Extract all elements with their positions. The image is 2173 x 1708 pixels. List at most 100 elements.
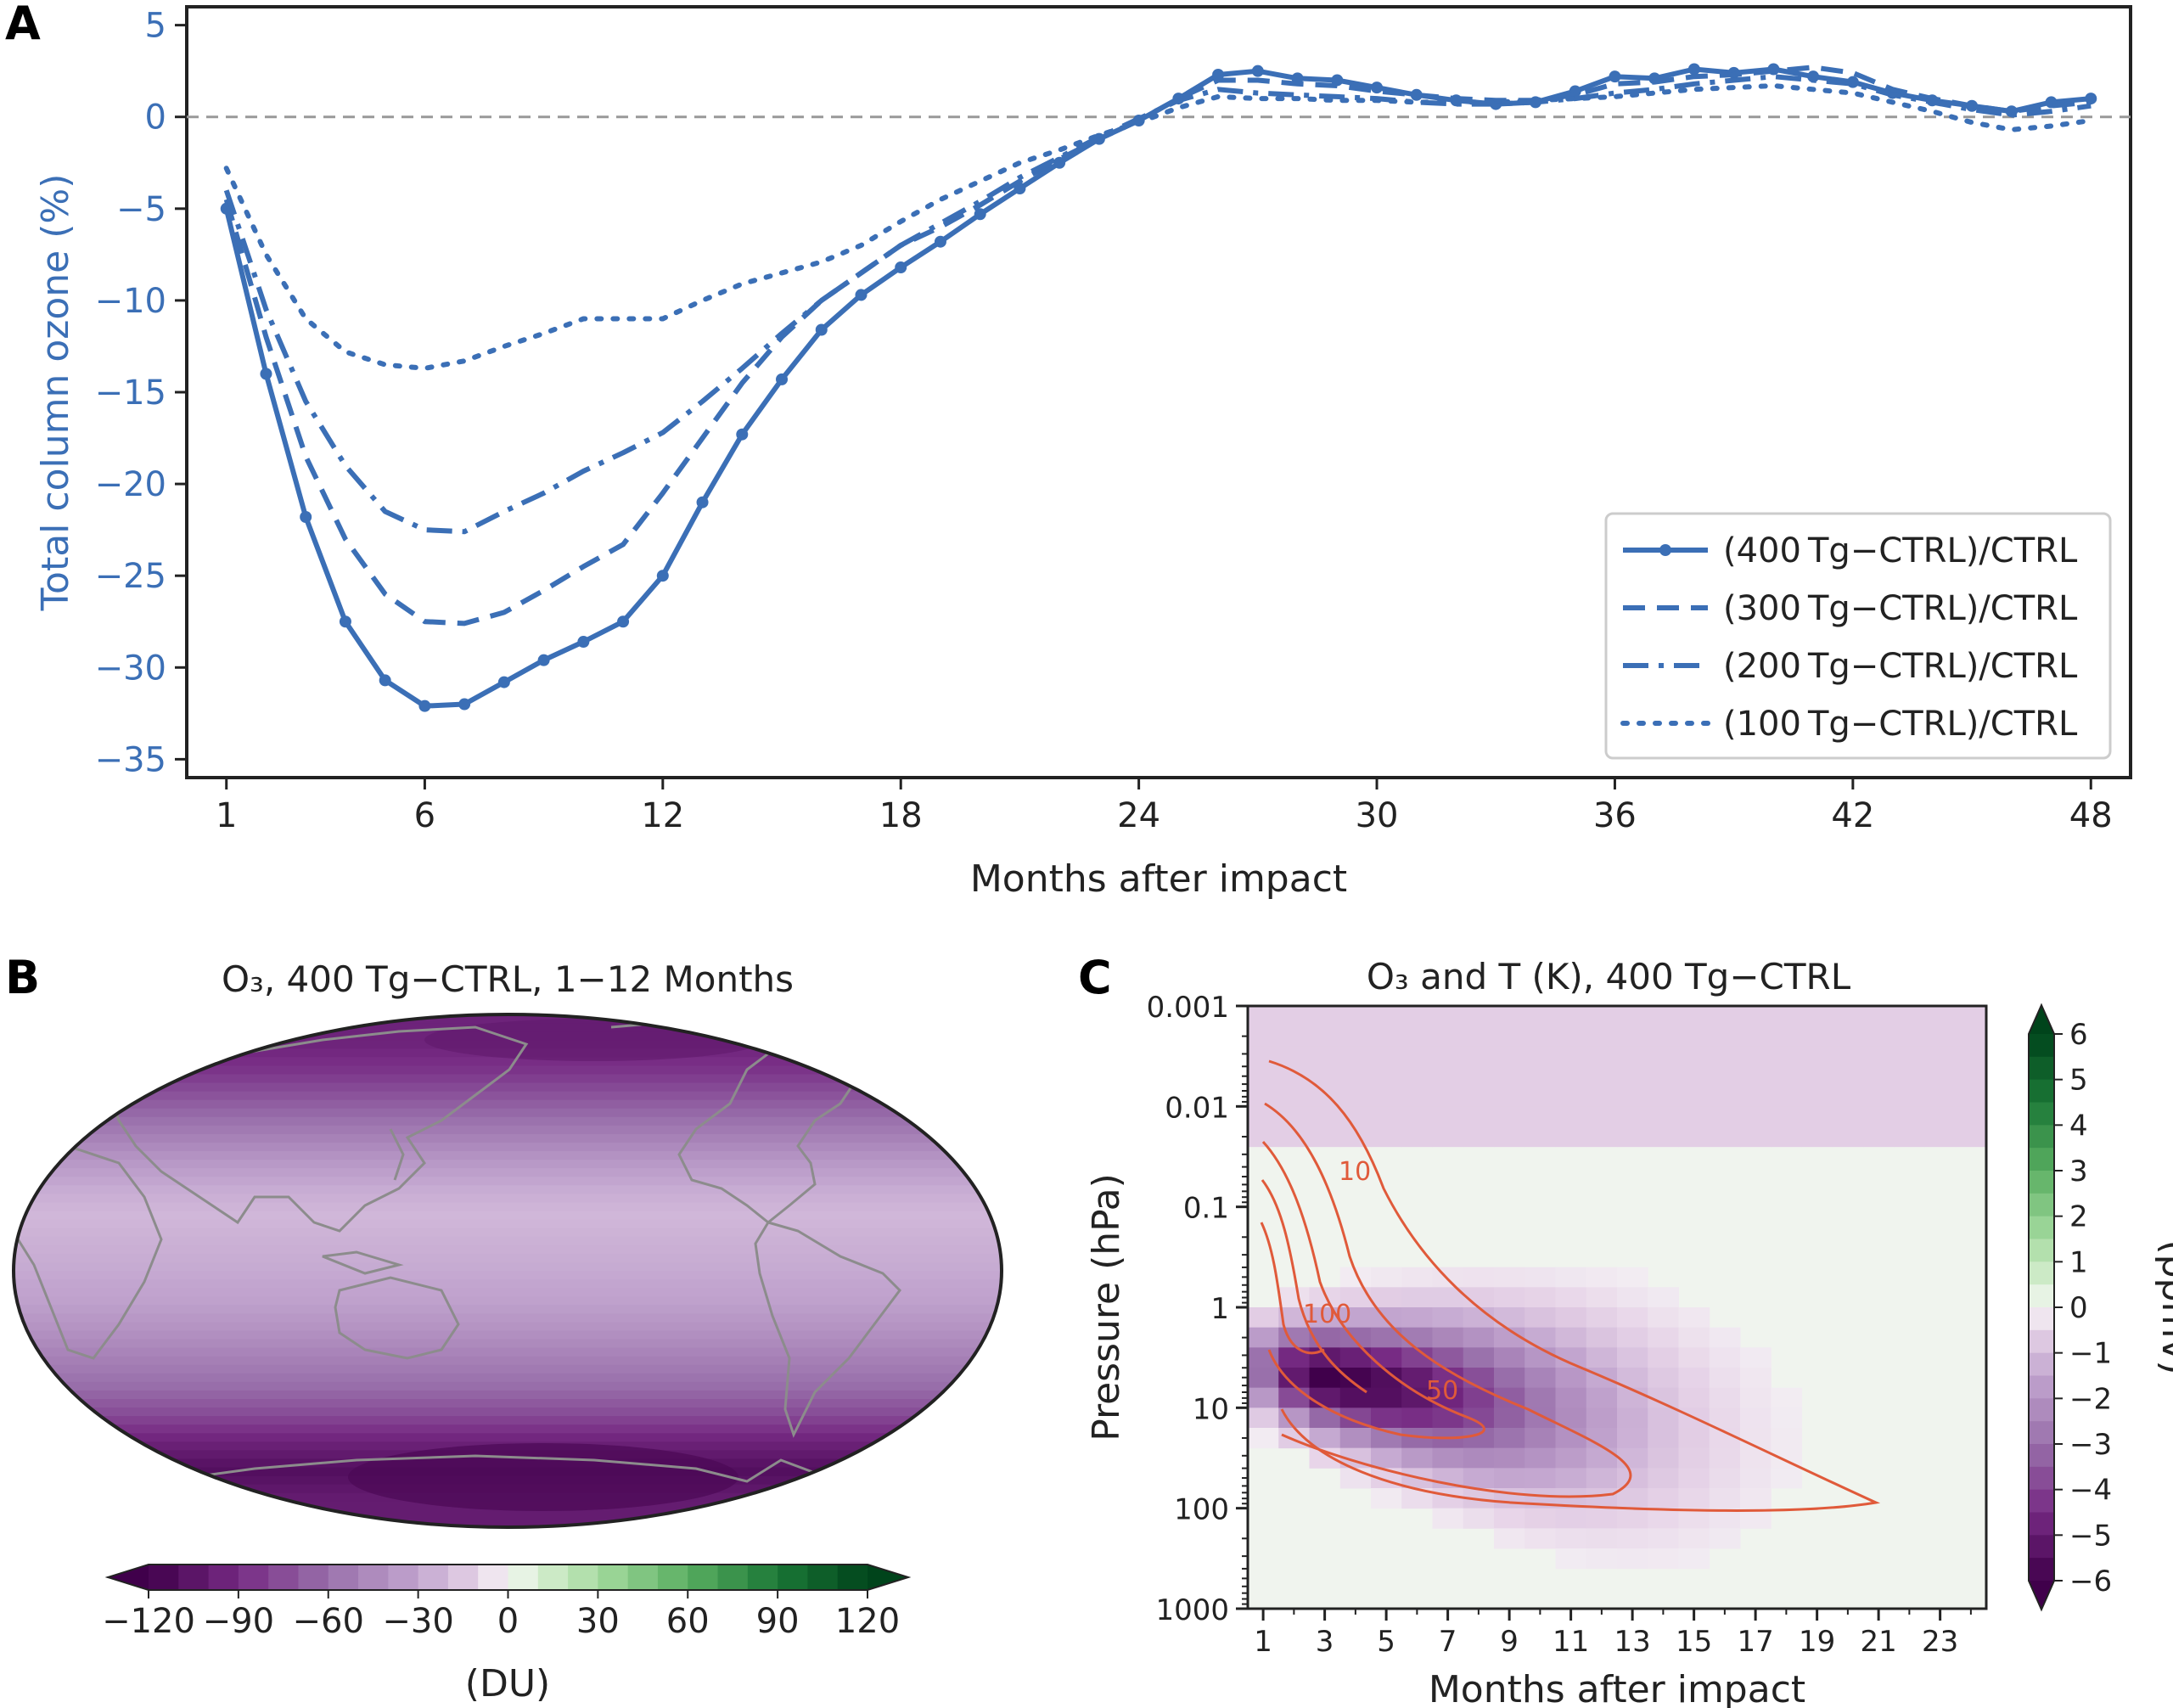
o3-cell [1586, 1267, 1618, 1288]
contour-10 [1268, 1059, 1881, 1512]
o3-cell [1401, 1006, 1433, 1027]
o3-cell [1586, 1387, 1618, 1408]
contour-label-10: 10 [1339, 1157, 1371, 1187]
map-band [14, 1236, 1002, 1246]
o3-cell [1709, 1528, 1741, 1549]
y-tick-label: −10 [95, 282, 166, 321]
panel-a-x-ticks: 1 6 12 18 24 30 36 42 48 [216, 778, 2113, 835]
o3-cell [1524, 1287, 1556, 1308]
o3-cell [1555, 1126, 1587, 1148]
o3-cell [1309, 1126, 1341, 1148]
o3-cell [1401, 1025, 1433, 1047]
map-band [14, 1108, 1002, 1118]
o3-cell [1524, 1066, 1556, 1087]
o3-cell [1432, 1046, 1464, 1067]
o3-cell [1771, 1066, 1802, 1087]
o3-cell [1371, 1387, 1402, 1408]
o3-cell [1678, 1468, 1710, 1489]
map-band [14, 1194, 1002, 1204]
o3-cell [1432, 1006, 1464, 1027]
o3-cell [1248, 1086, 1279, 1107]
o3-cell [1401, 1126, 1433, 1148]
o3-cell [1432, 1106, 1464, 1127]
o3-cell [1401, 1327, 1433, 1348]
coastline-indonesia [322, 1250, 404, 1275]
o3-cell [1555, 1287, 1587, 1308]
o3-cell [1463, 1387, 1495, 1408]
map-border [12, 1013, 1003, 1529]
o3-cell [1832, 1126, 1864, 1148]
o3-cell [1524, 1508, 1556, 1529]
series-point [656, 570, 669, 582]
o3-cell [1524, 1006, 1556, 1027]
o3-cell [1740, 1488, 1772, 1509]
panel-a-y-ticks: 5 0 −5 −10 −15 −20 −25 −30 −35 [95, 7, 187, 779]
panel-b-colorbar: −120 −90 −60 −30 0 30 60 90 120 [102, 1564, 912, 1641]
c-x-tick-label: 9 [1500, 1625, 1519, 1659]
panel-c-temperature-contours [1260, 1059, 1881, 1512]
map-band [14, 1082, 1002, 1093]
c-colorbar-bin [2029, 1102, 2054, 1126]
panel-c-colorbar: 6 5 4 3 2 1 0 −1 −2 −3 −4 −5 −6 [2028, 1003, 2112, 1612]
o3-cell [1709, 1046, 1741, 1067]
map-band [14, 1177, 1002, 1187]
colorbar-bin [807, 1565, 839, 1590]
map-band [14, 1279, 1002, 1289]
o3-cell [1678, 1508, 1710, 1529]
o3-cell [1678, 1548, 1710, 1570]
o3-cell [1309, 1025, 1341, 1047]
o3-cell [1709, 1086, 1741, 1107]
o3-cell [1309, 1368, 1341, 1389]
series-point [895, 261, 907, 273]
o3-cell [1617, 1407, 1648, 1429]
o3-cell [1432, 1025, 1464, 1047]
series-point [1410, 88, 1423, 101]
o3-cell [1371, 1106, 1402, 1127]
map-band [14, 1253, 1002, 1263]
c-colorbar-bin [2029, 1375, 2054, 1399]
contour-label-100: 100 [1303, 1300, 1351, 1329]
o3-cell [1832, 1025, 1864, 1047]
o3-cell [1771, 1025, 1802, 1047]
o3-cell [1463, 1327, 1495, 1348]
y-tick-label: −15 [95, 374, 166, 413]
series-point [736, 428, 749, 441]
o3-cell [1309, 1046, 1341, 1067]
o3-cell [1678, 1006, 1710, 1027]
panel-c-title: O₃ and T (K), 400 Tg−CTRL [1367, 956, 1851, 997]
colorbar-tick-label: −120 [102, 1602, 195, 1641]
o3-cell [1401, 1267, 1433, 1288]
o3-cell [1648, 1347, 1679, 1368]
o3-cell [1463, 1267, 1495, 1288]
o3-cell [1555, 1025, 1587, 1047]
c-colorbar-tick-label: 1 [2069, 1245, 2088, 1279]
o3-cell [1586, 1528, 1618, 1549]
o3-cell [1339, 1468, 1372, 1489]
o3-cell [1709, 1066, 1741, 1087]
o3-cell [1771, 1387, 1802, 1408]
c-colorbar-bin [2029, 1466, 2054, 1491]
c-colorbar-tick-label: −4 [2069, 1474, 2112, 1508]
y-tick-label: −25 [95, 557, 166, 596]
legend-entry: (300 Tg−CTRL)/CTRL [1723, 589, 2078, 628]
o3-cell [1371, 1407, 1402, 1429]
o3-cell [1401, 1447, 1433, 1469]
o3-cell [1309, 1006, 1341, 1027]
x-tick-label: 30 [1356, 796, 1399, 835]
colorbar-bin [447, 1565, 479, 1590]
map-band [14, 1271, 1002, 1281]
o3-cell [1494, 1428, 1525, 1449]
o3-cell [1832, 1046, 1864, 1067]
panel-a-line-chart: 50−5−10−15−20−25−30−35 1 6 12 18 24 30 36 42 48 … [34, 5, 2132, 901]
c-colorbar-bin [2029, 1193, 2054, 1217]
map-band [14, 1160, 1002, 1170]
colorbar-bin [149, 1565, 179, 1590]
o3-cell [1709, 1126, 1741, 1148]
y-tick-label: 0 [145, 98, 166, 138]
o3-cell [1617, 1468, 1648, 1489]
o3-cell [1463, 1006, 1495, 1027]
o3-cell [1740, 1468, 1772, 1489]
o3-cell [1463, 1347, 1495, 1368]
c-colorbar-bin [2029, 1352, 2054, 1376]
o3-cell [1894, 1046, 1925, 1067]
